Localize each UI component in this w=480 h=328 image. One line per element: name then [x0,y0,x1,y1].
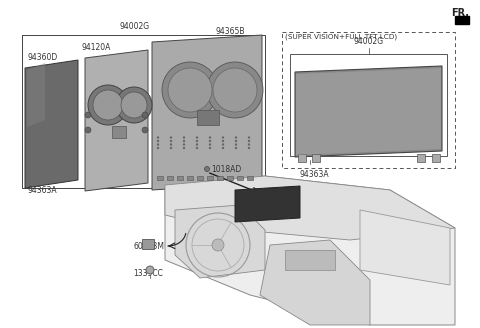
FancyBboxPatch shape [112,126,126,138]
Polygon shape [165,176,455,240]
Circle shape [157,140,159,142]
Text: 60393M: 60393M [133,242,164,251]
Text: FR.: FR. [451,8,469,18]
FancyBboxPatch shape [197,110,219,125]
Circle shape [85,112,91,118]
Polygon shape [175,205,265,278]
Circle shape [196,147,198,149]
Circle shape [170,147,172,149]
Text: 94363A: 94363A [300,170,330,179]
Circle shape [157,143,159,146]
Circle shape [196,143,198,146]
Circle shape [183,147,185,149]
Circle shape [222,143,224,146]
Circle shape [209,136,211,139]
Circle shape [248,143,250,146]
Circle shape [209,147,211,149]
FancyBboxPatch shape [207,176,213,180]
Polygon shape [152,35,262,190]
Circle shape [183,140,185,142]
Circle shape [170,143,172,146]
FancyBboxPatch shape [187,176,193,180]
FancyBboxPatch shape [167,176,173,180]
Text: 94002G: 94002G [120,22,150,31]
Circle shape [207,62,263,118]
Circle shape [116,87,152,123]
Circle shape [157,136,159,139]
Circle shape [146,266,154,274]
FancyBboxPatch shape [285,250,335,270]
FancyBboxPatch shape [417,154,425,162]
Polygon shape [455,16,469,24]
FancyBboxPatch shape [237,176,243,180]
Circle shape [157,147,159,149]
Circle shape [209,143,211,146]
Circle shape [235,136,237,139]
Circle shape [121,92,147,118]
Text: (SUPER VISION+FULL TFT LCD): (SUPER VISION+FULL TFT LCD) [285,34,397,40]
Circle shape [235,147,237,149]
Text: 94120A: 94120A [82,43,111,52]
FancyBboxPatch shape [217,176,223,180]
Circle shape [162,62,218,118]
Polygon shape [260,240,370,325]
Circle shape [209,140,211,142]
Circle shape [222,136,224,139]
Polygon shape [25,60,78,188]
Text: 1018AD: 1018AD [211,165,241,174]
Circle shape [212,239,224,251]
Circle shape [183,143,185,146]
FancyBboxPatch shape [312,154,320,162]
Polygon shape [296,68,441,155]
Text: 1339CC: 1339CC [133,269,163,278]
Circle shape [248,140,250,142]
Circle shape [248,147,250,149]
Circle shape [183,136,185,139]
Circle shape [88,85,128,125]
FancyBboxPatch shape [298,154,306,162]
Polygon shape [295,66,442,157]
Circle shape [170,136,172,139]
Circle shape [85,127,91,133]
Polygon shape [85,50,148,191]
Circle shape [204,167,209,172]
Circle shape [222,147,224,149]
Circle shape [93,90,123,120]
Circle shape [142,112,148,118]
FancyBboxPatch shape [247,176,253,180]
Circle shape [168,68,212,112]
Polygon shape [165,176,455,325]
Text: 94363A: 94363A [27,186,57,195]
Circle shape [213,68,257,112]
Polygon shape [235,186,300,222]
Polygon shape [27,63,45,127]
FancyBboxPatch shape [227,176,233,180]
FancyBboxPatch shape [142,239,154,249]
Text: 94360D: 94360D [27,53,57,62]
Polygon shape [360,210,450,285]
Circle shape [248,136,250,139]
Circle shape [196,140,198,142]
Text: 94002G: 94002G [353,37,384,46]
FancyBboxPatch shape [197,176,203,180]
Text: 94365B: 94365B [215,27,244,36]
FancyBboxPatch shape [157,176,163,180]
Circle shape [235,140,237,142]
Circle shape [142,127,148,133]
Circle shape [235,143,237,146]
FancyBboxPatch shape [432,154,440,162]
Circle shape [196,136,198,139]
Circle shape [222,140,224,142]
Circle shape [170,140,172,142]
FancyBboxPatch shape [177,176,183,180]
